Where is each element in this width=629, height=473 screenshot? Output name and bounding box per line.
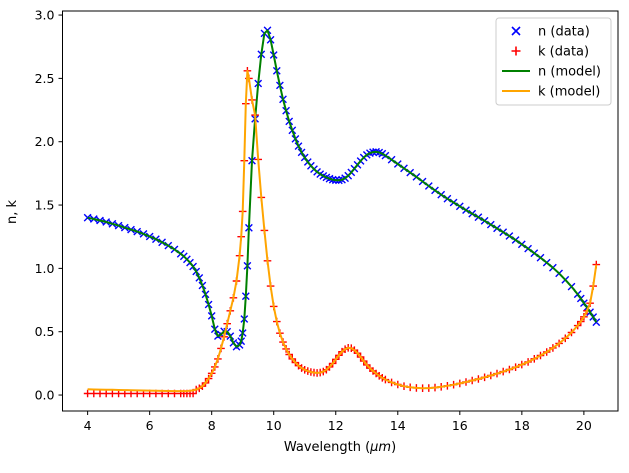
- legend-label: n (data): [538, 25, 590, 40]
- y-tick-label: 2.5: [35, 71, 55, 86]
- legend-box: [495, 17, 612, 106]
- x-tick-label: 10: [266, 418, 282, 433]
- plot-border: [62, 10, 619, 412]
- y-tick-label: 3.0: [35, 8, 55, 23]
- x-tick-label: 4: [84, 418, 92, 433]
- legend-entry-n--data-: n (data): [511, 25, 590, 40]
- legend-label: k (data): [538, 45, 589, 60]
- x-tick-label: 8: [208, 418, 216, 433]
- y-tick-label: 2.0: [35, 134, 55, 149]
- k-data-markers: [83, 67, 601, 398]
- x-tick-label: 20: [576, 418, 592, 433]
- legend-label: n (model): [538, 65, 601, 80]
- y-tick-label: 0.0: [35, 388, 55, 403]
- x-tick-label: 16: [452, 418, 468, 433]
- x-tick-label: 6: [146, 418, 154, 433]
- y-axis-label: n, k: [5, 200, 20, 225]
- legend-entry-k--model-: k (model): [502, 85, 600, 100]
- x-axis-label: Wavelength (μm): [284, 440, 396, 455]
- legend-x-marker-icon: [511, 26, 521, 36]
- legend-label: k (model): [538, 85, 600, 100]
- legend-entry-n--model-: n (model): [502, 65, 601, 80]
- legend-plus-marker-icon: [511, 46, 521, 56]
- y-tick-label: 0.5: [35, 324, 55, 339]
- x-tick-label: 18: [514, 418, 530, 433]
- x-tick-label: 14: [390, 418, 406, 433]
- n-model-line: [87, 29, 598, 348]
- legend-entry-k--data-: k (data): [511, 45, 589, 60]
- x-tick-label: 12: [328, 418, 344, 433]
- axis-ticks: 4 6 8 10 12 14 16 18 20 0.0 0.5 1.0 1.5 2.0 2.5 3.0: [35, 8, 592, 433]
- y-tick-label: 1.5: [35, 198, 55, 213]
- plot-area: 4 6 8 10 12 14 16 18 20 0.0 0.5 1.0 1.5 2.0 2.5 3.0 n (d…: [35, 8, 619, 433]
- y-tick-label: 1.0: [35, 261, 55, 276]
- k-model-line: [87, 69, 598, 393]
- legend: n (data) k (data) n (model) k (model): [495, 17, 612, 106]
